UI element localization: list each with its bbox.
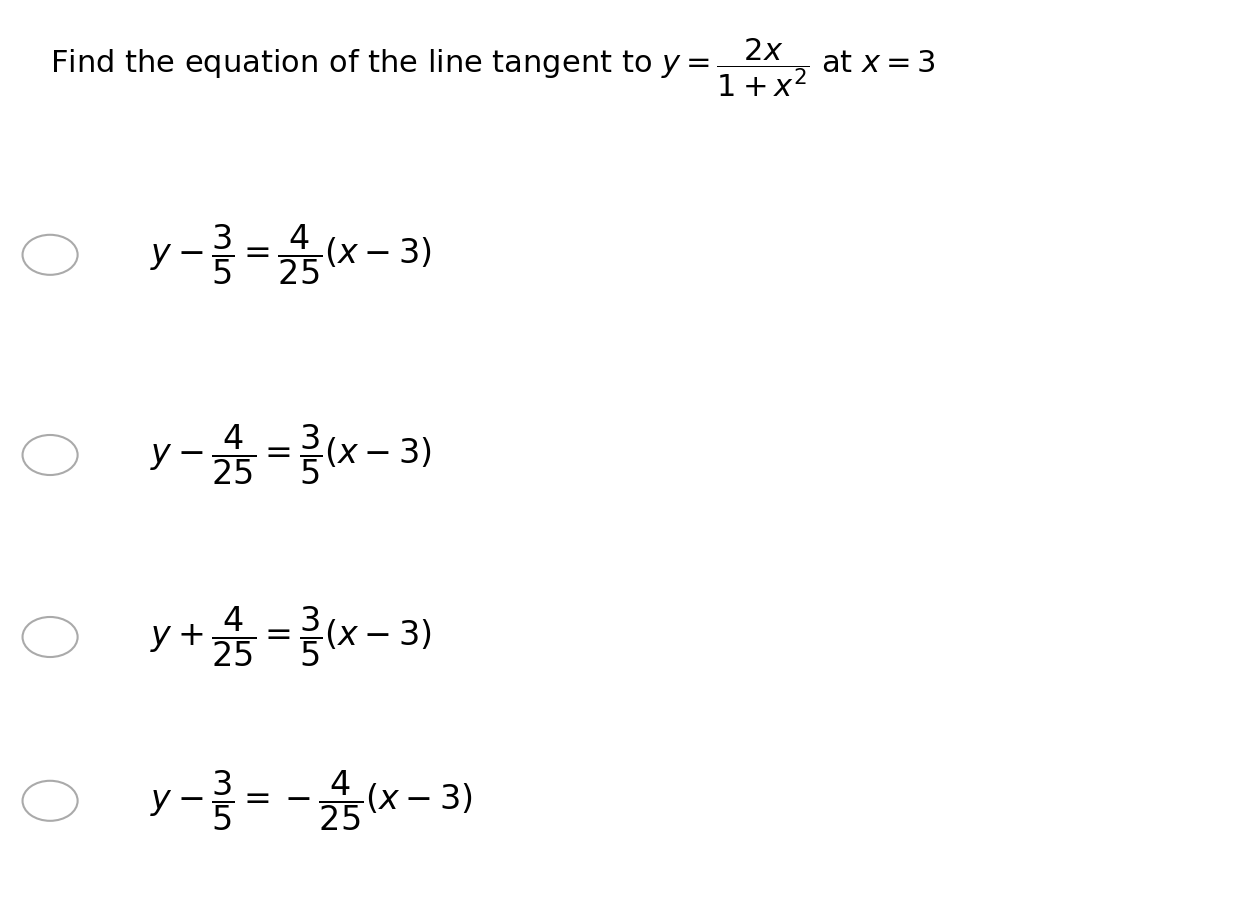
- Text: $y - \dfrac{3}{5} = -\dfrac{4}{25}(x - 3)$: $y - \dfrac{3}{5} = -\dfrac{4}{25}(x - 3…: [150, 769, 473, 833]
- Text: $y - \dfrac{4}{25} = \dfrac{3}{5}(x - 3)$: $y - \dfrac{4}{25} = \dfrac{3}{5}(x - 3)…: [150, 423, 432, 487]
- Text: $y - \dfrac{3}{5} = \dfrac{4}{25}(x - 3)$: $y - \dfrac{3}{5} = \dfrac{4}{25}(x - 3)…: [150, 223, 432, 287]
- Text: Find the equation of the line tangent to $y = \dfrac{2x}{1+x^2}$ at $x = 3$: Find the equation of the line tangent to…: [50, 36, 936, 99]
- Text: $y + \dfrac{4}{25} = \dfrac{3}{5}(x - 3)$: $y + \dfrac{4}{25} = \dfrac{3}{5}(x - 3)…: [150, 605, 432, 669]
